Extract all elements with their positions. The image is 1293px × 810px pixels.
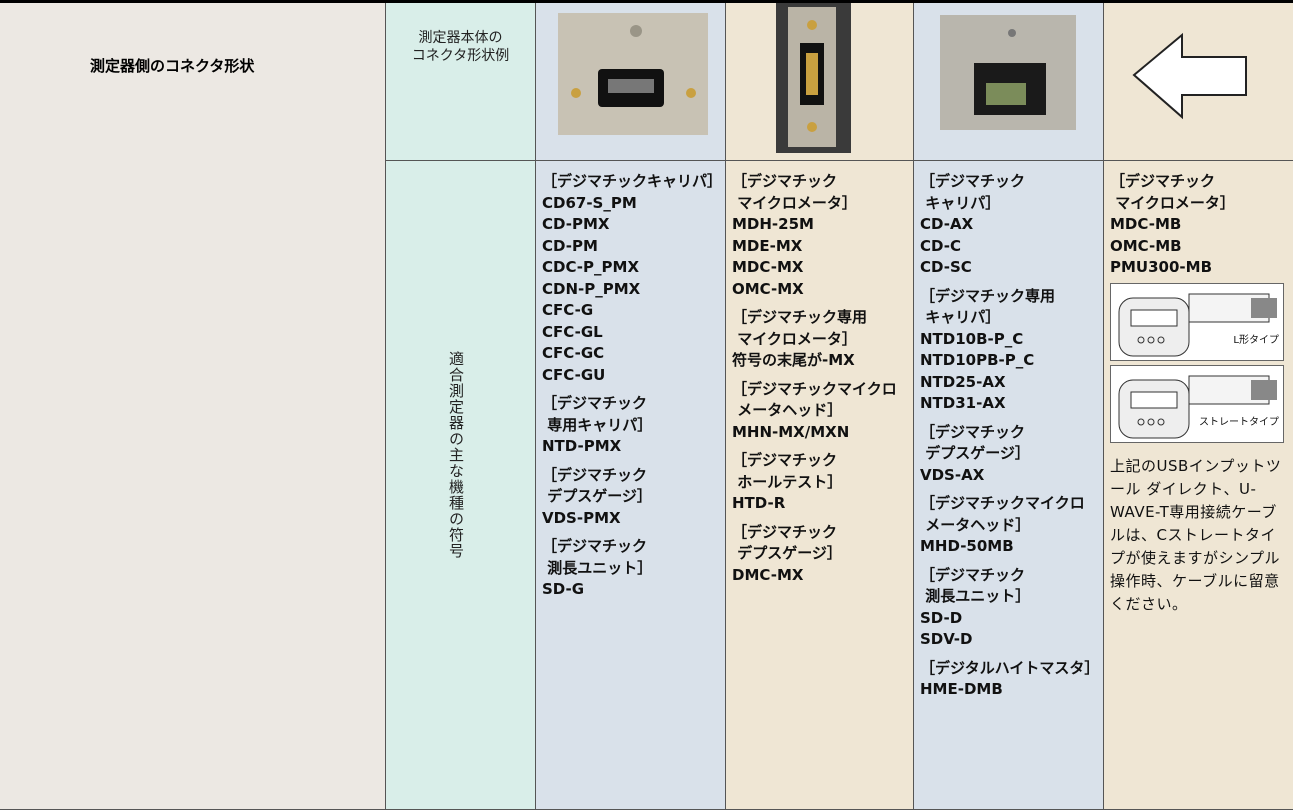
device-figure: L形タイプ [1110,282,1284,361]
model-code: MDH-25M [732,215,814,233]
connector-photo [558,13,708,135]
model-code: CFC-G [542,301,594,319]
group-heading: ［デジマチックマイクロ メータヘッド］ [920,494,1085,534]
header-cell: 測定器側のコネクタ形状 [0,3,386,810]
model-code: DMC-MX [732,565,804,584]
photo-cell [914,3,1104,161]
group-heading: ［デジマチック マイクロメータ］ [1110,172,1235,212]
figure-label: L形タイプ [1233,334,1279,346]
group-heading: ［デジマチックキャリパ］ [542,172,723,190]
model-code: MDC-MX [732,258,804,276]
model-code: 符号の末尾が-MX [732,351,855,369]
group-heading: ［デジマチック デプスゲージ］ [542,465,652,506]
model-code: HTD-R [732,494,786,512]
note: 上記のUSBインプットツール ダイレクト、U-WAVE-T専用接続ケーブルは、C… [1110,456,1282,613]
model-list: ［デジマチック マイクロメータ］ MDH-25M MDE-MX MDC-MX OMC-M… [732,171,897,586]
connector-photo [940,15,1076,130]
model-code: NTD10PB-P_C [920,351,1035,369]
model-code: VDS-AX [920,465,985,484]
model-code: HME-DMB [920,680,1003,698]
model-code: CFC-GL [542,322,603,341]
model-code: NTD31-AX [920,394,1006,412]
model-code: CD-SC [920,258,972,276]
photo-cell [726,3,914,161]
model-code: VDS-PMX [542,508,621,527]
device-figure: ストレートタイプ [1110,364,1284,443]
device-drawing [1118,375,1277,438]
model-code: CD67-S_PM [542,193,637,212]
model-code: CD-PMX [542,215,610,233]
left-arrow [1132,32,1247,120]
group-heading: ［デジマチック マイクロメータ］ [732,172,857,212]
model-list: ［デジマチックキャリパ］ CD67-S_PM CD-PMX CD-PM CDC-P_PM… [542,171,722,601]
group-heading: ［デジマチック専用 マイクロメータ］ [732,308,868,348]
model-code: MHN-MX/MXN [732,422,850,441]
figure-label: ストレートタイプ [1199,416,1279,428]
model-column: ［デジマチック キャリパ］ CD-AX CD-C CD-SC ［デジマチック専用 キャリ… [914,161,1104,810]
group-heading: ［デジマチック デプスゲージ］ [732,522,842,563]
row2-label: 適合測定器の主な機種の符号 [447,351,465,559]
model-code: CD-AX [920,215,974,233]
model-code: CFC-GC [542,344,605,362]
model-code: CDC-P_PMX [542,258,640,276]
group-heading: ［デジマチックマイクロ メータヘッド］ [732,379,897,420]
model-column: ［デジマチックキャリパ］ CD67-S_PM CD-PMX CD-PM CDC-P_PM… [536,161,726,810]
model-code: CFC-GU [542,365,606,384]
table-title: 測定器側のコネクタ形状 [90,57,255,75]
model-code: CDN-P_PMX [542,279,641,298]
device-drawing [1118,293,1277,356]
model-code: PMU300-MB [1110,258,1212,276]
model-code: MDE-MX [732,236,803,255]
photo-cell [536,3,726,161]
group-heading: ［デジマチック 専用キャリパ］ [542,394,653,434]
model-code: MHD-50MB [920,537,1014,555]
model-list: ［デジマチック キャリパ］ CD-AX CD-C CD-SC ［デジマチック専用 キャリ… [920,171,1099,701]
connector-photo [776,3,851,153]
model-column: ［デジマチック マイクロメータ］ MDC-MB OMC-MB PMU300-MB L形タ… [1104,161,1293,810]
model-code: CD-PM [542,236,598,255]
group-heading: ［デジマチック ホールテスト］ [732,451,843,491]
row1-label: 測定器本体の コネクタ形状例 [411,30,510,64]
group-heading: ［デジマチック 測長ユニット］ [542,537,653,577]
model-column: ［デジマチック マイクロメータ］ MDH-25M MDE-MX MDC-MX OMC-M… [726,161,914,810]
row1-label-cell: 測定器本体の コネクタ形状例 [386,3,536,161]
model-code: NTD-PMX [542,437,622,455]
model-code: MDC-MB [1110,215,1182,233]
row2-label-cell: 適合測定器の主な機種の符号 [386,161,536,810]
group-heading: ［デジタルハイトマスタ］ [920,658,1100,677]
model-list: ［デジマチック マイクロメータ］ MDC-MB OMC-MB PMU300-MB L形タ… [1110,171,1288,616]
group-heading: ［デジマチック デプスゲージ］ [920,422,1030,463]
group-heading: ［デジマチック キャリパ］ [920,172,1026,212]
model-code: OMC-MX [732,279,804,298]
model-code: SD-D [920,608,963,627]
model-code: CD-C [920,236,961,255]
model-code: NTD10B-P_C [920,329,1024,348]
model-code: SDV-D [920,630,973,648]
arrow-cell [1104,3,1293,161]
model-code: NTD25-AX [920,372,1006,391]
group-heading: ［デジマチック 測長ユニット］ [920,565,1031,606]
model-code: OMC-MB [1110,236,1182,255]
group-heading: ［デジマチック専用 キャリパ］ [920,286,1056,327]
model-code: SD-G [542,580,585,598]
